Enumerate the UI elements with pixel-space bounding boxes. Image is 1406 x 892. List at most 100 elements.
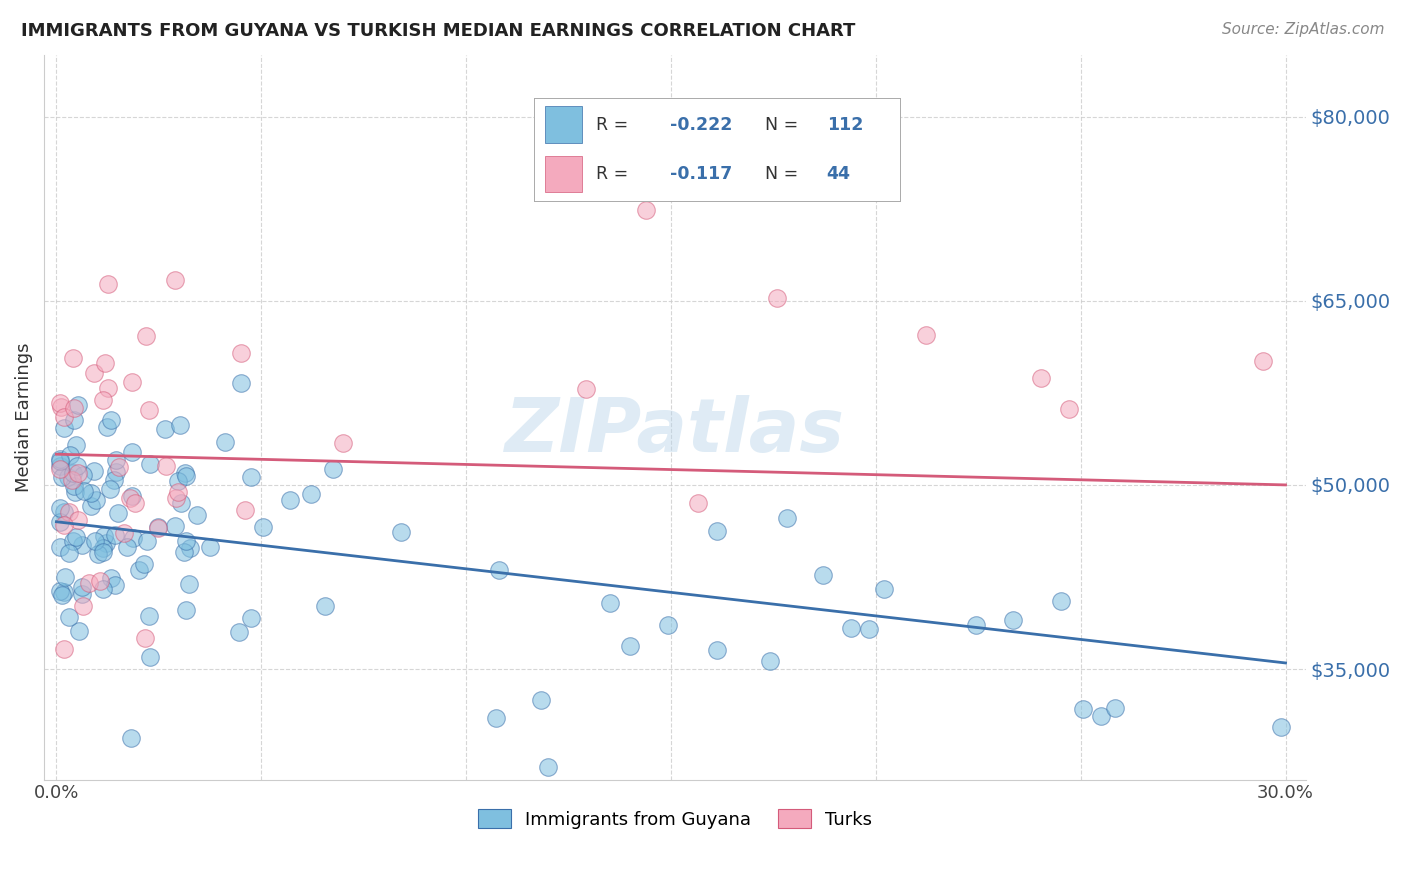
Point	[80, 485, 103, 500]
Point	[179, 541, 201, 555]
Point	[89, 574, 111, 589]
Point	[120, 491, 142, 505]
Point	[530, 693, 553, 707]
Point	[706, 524, 728, 538]
Point	[389, 525, 412, 540]
Point	[766, 291, 789, 305]
Point	[53, 570, 76, 584]
Point	[53, 410, 76, 425]
Point	[138, 403, 160, 417]
Point	[59, 448, 82, 462]
Point	[839, 621, 862, 635]
Point	[97, 277, 120, 292]
Text: IMMIGRANTS FROM GUYANA VS TURKISH MEDIAN EARNINGS CORRELATION CHART: IMMIGRANTS FROM GUYANA VS TURKISH MEDIAN…	[21, 22, 855, 40]
Point	[52, 585, 75, 599]
Point	[49, 540, 72, 554]
Point	[278, 493, 301, 508]
Point	[146, 521, 169, 535]
Point	[70, 587, 93, 601]
Point	[100, 413, 122, 427]
Point	[72, 467, 94, 482]
Point	[96, 420, 118, 434]
Point	[63, 484, 86, 499]
Text: 44: 44	[827, 165, 851, 183]
Point	[100, 571, 122, 585]
Point	[858, 622, 880, 636]
Point	[485, 711, 508, 725]
Point	[706, 643, 728, 657]
Point	[91, 541, 114, 555]
Point	[107, 506, 129, 520]
Point	[120, 731, 142, 746]
Point	[134, 631, 156, 645]
Point	[49, 515, 72, 529]
Point	[174, 602, 197, 616]
Point	[139, 650, 162, 665]
Point	[240, 610, 263, 624]
Point	[67, 624, 90, 638]
Point	[488, 562, 510, 576]
Point	[51, 588, 73, 602]
Point	[1029, 371, 1052, 385]
Point	[1049, 594, 1071, 608]
Point	[72, 538, 94, 552]
Point	[1071, 702, 1094, 716]
Point	[121, 531, 143, 545]
Point	[179, 577, 201, 591]
Point	[1090, 709, 1112, 723]
Text: N =: N =	[765, 116, 803, 134]
Point	[332, 436, 354, 450]
Point	[49, 458, 72, 473]
Point	[52, 420, 75, 434]
Point	[63, 401, 86, 415]
Point	[165, 519, 187, 533]
Legend: Immigrants from Guyana, Turks: Immigrants from Guyana, Turks	[471, 801, 879, 836]
Point	[138, 609, 160, 624]
Point	[228, 624, 250, 639]
Point	[121, 376, 143, 390]
Point	[314, 599, 336, 613]
Point	[49, 396, 72, 410]
Point	[537, 760, 560, 774]
Point	[49, 583, 72, 598]
Point	[104, 527, 127, 541]
Point	[49, 501, 72, 516]
Point	[688, 496, 710, 510]
Point	[58, 546, 80, 560]
Point	[914, 327, 936, 342]
Point	[80, 499, 103, 513]
Text: ZIPatlas: ZIPatlas	[505, 395, 845, 468]
Point	[52, 505, 75, 519]
Point	[62, 466, 84, 480]
Text: -0.117: -0.117	[669, 165, 731, 183]
Point	[619, 639, 641, 653]
Point	[146, 520, 169, 534]
Point	[165, 491, 187, 505]
Point	[198, 540, 221, 554]
Point	[84, 493, 107, 508]
Text: R =: R =	[596, 116, 634, 134]
Point	[51, 470, 73, 484]
Text: Source: ZipAtlas.com: Source: ZipAtlas.com	[1222, 22, 1385, 37]
Point	[56, 470, 79, 484]
Text: N =: N =	[765, 165, 803, 183]
Point	[575, 382, 598, 396]
Point	[105, 465, 128, 479]
Point	[165, 273, 187, 287]
Point	[965, 618, 987, 632]
Point	[58, 505, 80, 519]
Point	[62, 351, 84, 365]
Point	[153, 422, 176, 436]
Point	[49, 400, 72, 414]
Point	[52, 641, 75, 656]
Point	[108, 459, 131, 474]
Point	[103, 473, 125, 487]
Point	[49, 452, 72, 467]
Point	[49, 461, 72, 475]
Point	[112, 526, 135, 541]
Point	[135, 328, 157, 343]
Point	[83, 367, 105, 381]
Point	[231, 346, 253, 360]
Point	[72, 599, 94, 613]
Point	[135, 533, 157, 548]
